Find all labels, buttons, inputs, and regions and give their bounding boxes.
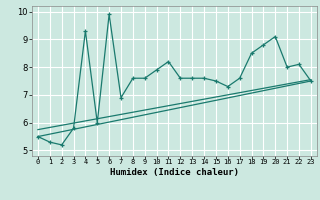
X-axis label: Humidex (Indice chaleur): Humidex (Indice chaleur) <box>110 168 239 177</box>
